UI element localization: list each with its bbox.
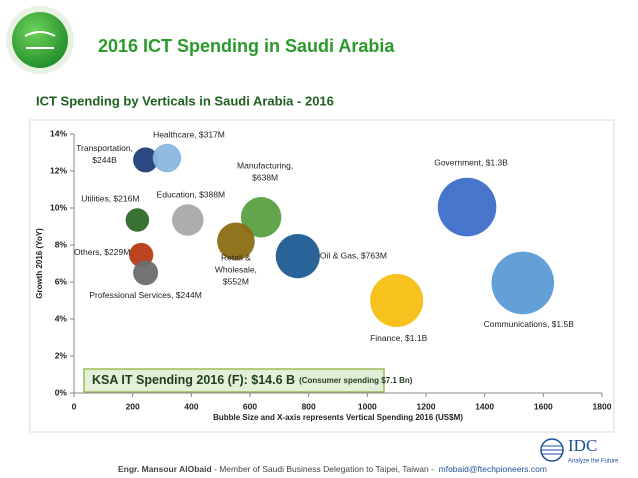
callout-note: (Consumer spending $7.1 Bn) — [299, 376, 413, 385]
flag-emblem — [24, 31, 56, 49]
x-tick-label: 1000 — [358, 401, 377, 411]
logo-tagline: Analyze the Future — [568, 459, 619, 465]
x-axis-label: Bubble Size and X-axis represents Vertic… — [213, 413, 463, 422]
globe-lines — [541, 445, 563, 455]
bubble — [133, 147, 159, 173]
y-tick-label: 2% — [55, 350, 68, 360]
callout-main: KSA IT Spending 2016 (F): $14.6 B — [92, 373, 295, 387]
y-tick-label: 12% — [50, 165, 67, 175]
bubble — [437, 177, 497, 237]
x-tick-label: 1800 — [593, 401, 612, 411]
bubble-label: Manufacturing, — [237, 161, 293, 171]
bubble-label: $552M — [223, 277, 249, 287]
y-tick-label: 0% — [55, 387, 68, 397]
y-tick-label: 14% — [50, 128, 67, 138]
y-tick-label: 10% — [50, 202, 67, 212]
footer-role: - Member of Saudi Business Delegation to… — [212, 464, 439, 474]
logo-name: IDC — [568, 436, 597, 455]
bubble — [172, 204, 204, 236]
x-tick-label: 600 — [243, 401, 257, 411]
footer: Engr. Mansour AlObaid - Member of Saudi … — [118, 464, 547, 474]
bubble — [152, 143, 182, 173]
bubble-label: Transportation, — [76, 143, 133, 153]
x-tick-label: 400 — [184, 401, 198, 411]
footer-author: Engr. Mansour AlObaid — [118, 464, 212, 474]
x-tick-label: 1400 — [475, 401, 494, 411]
x-tick-label: 0 — [72, 401, 77, 411]
callout: KSA IT Spending 2016 (F): $14.6 B (Consum… — [92, 373, 413, 387]
bubble-label: Oil & Gas, $763M — [320, 250, 387, 260]
bubble — [133, 260, 159, 286]
bubble-label: Others, $229M — [74, 247, 130, 257]
y-tick-label: 8% — [55, 239, 68, 249]
y-tick-label: 4% — [55, 313, 68, 323]
bubble-label: Utilities, $216M — [81, 193, 139, 203]
bubble-label: Wholesale, — [215, 265, 257, 275]
flag-logo — [12, 12, 68, 68]
bubble-label: Communications, $1.5B — [484, 319, 575, 329]
chart-heading: ICT Spending by Verticals in Saudi Arabi… — [36, 93, 334, 108]
bubble-label: Finance, $1.1B — [370, 333, 428, 343]
bubble — [240, 197, 282, 238]
bubble-label: Government, $1.3B — [434, 157, 508, 167]
y-tick-label: 6% — [55, 276, 68, 286]
bubble — [370, 273, 424, 328]
idc-logo: IDC Analyze the Future — [540, 436, 619, 465]
bubble-label: Education, $388M — [157, 189, 226, 199]
x-tick-label: 1600 — [534, 401, 553, 411]
bubble-label: $244B — [92, 155, 117, 165]
bubble-label: Healthcare, $317M — [153, 129, 225, 139]
footer-email: mfobaid@ftechpioneers.com — [439, 464, 547, 474]
bubble — [275, 234, 320, 279]
x-tick-label: 800 — [302, 401, 316, 411]
y-axis-label: Growth 2016 (YoY) — [35, 228, 44, 299]
bubble — [125, 208, 150, 232]
bubble — [491, 251, 555, 315]
x-tick-label: 200 — [126, 401, 140, 411]
bubble-label: Retail & — [221, 253, 251, 263]
bubble — [217, 222, 255, 261]
plot: 0% 2% 4% 6% 8% 10% 12% 14% 0 200 400 600 800 1000 1200… — [35, 128, 612, 422]
slide-title: 2016 ICT Spending in Saudi Arabia — [98, 36, 395, 56]
bubble-label: $638M — [252, 173, 278, 183]
callout-box — [83, 368, 385, 393]
bubble-label: Professional Services, $244M — [89, 290, 201, 300]
x-tick-label: 1200 — [417, 401, 436, 411]
